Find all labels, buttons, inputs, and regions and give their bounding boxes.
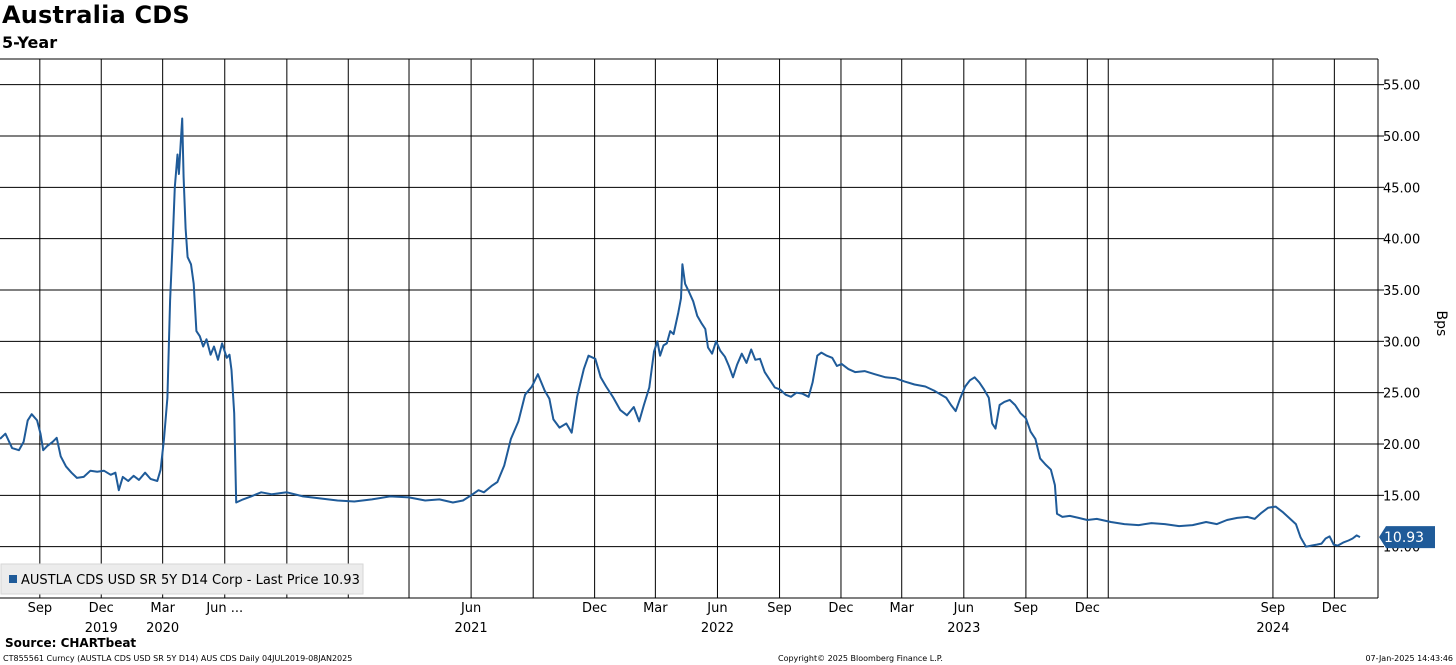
- y-tick-label: 20.00: [1383, 438, 1420, 453]
- footer-timestamp: 07-Jan-2025 14:43:46: [1365, 654, 1453, 663]
- x-year-label: 2021: [455, 621, 488, 636]
- x-tick-label: Dec: [1322, 601, 1347, 616]
- x-tick-label: Sep: [767, 601, 792, 616]
- x-tick-label: Sep: [28, 601, 53, 616]
- legend-label: AUSTLA CDS USD SR 5Y D14 Corp - Last Pri…: [21, 573, 360, 588]
- x-tick-label: Mar: [643, 601, 668, 616]
- y-tick-label: 50.00: [1383, 130, 1420, 145]
- last-price-marker: [1379, 526, 1435, 549]
- last-price-label: 10.93: [1384, 530, 1424, 546]
- y-axis-label: Bps: [1433, 311, 1449, 337]
- x-tick-label: Jun: [460, 601, 481, 616]
- source-note: Source: CHARTbeat: [5, 636, 137, 650]
- y-tick-label: 35.00: [1383, 284, 1420, 299]
- x-tick-label: Mar: [889, 601, 914, 616]
- x-tick-label: Sep: [1014, 601, 1039, 616]
- y-tick-label: 45.00: [1383, 181, 1420, 196]
- x-tick-label: Dec: [828, 601, 853, 616]
- legend-swatch: [9, 575, 17, 583]
- x-year-label: 2024: [1256, 621, 1289, 636]
- chart-title: Australia CDS: [2, 1, 190, 29]
- x-tick-label: Dec: [89, 601, 114, 616]
- x-tick-label: Mar: [150, 601, 175, 616]
- x-year-label: 2022: [701, 621, 734, 636]
- x-tick-label: Jun ...: [205, 601, 243, 616]
- x-tick-label: Jun: [953, 601, 974, 616]
- chart-subtitle: 5-Year: [2, 33, 58, 52]
- x-year-label: 2019: [85, 621, 118, 636]
- y-tick-label: 40.00: [1383, 233, 1420, 248]
- x-tick-label: Dec: [1075, 601, 1100, 616]
- x-tick-label: Jun: [706, 601, 727, 616]
- x-year-label: 2023: [947, 621, 980, 636]
- footer-ticker-info: CT855561 Curncy (AUSTLA CDS USD SR 5Y D1…: [3, 654, 353, 663]
- y-tick-label: 55.00: [1383, 79, 1420, 94]
- y-tick-label: 25.00: [1383, 387, 1420, 402]
- x-year-label: 2020: [146, 621, 179, 636]
- y-tick-label: 15.00: [1383, 489, 1420, 504]
- x-tick-label: Dec: [582, 601, 607, 616]
- footer-copyright: Copyright© 2025 Bloomberg Finance L.P.: [778, 654, 943, 663]
- series-line: [0, 117, 1361, 548]
- x-tick-label: Sep: [1261, 601, 1286, 616]
- y-tick-label: 30.00: [1383, 335, 1420, 350]
- legend-box: [0, 563, 364, 595]
